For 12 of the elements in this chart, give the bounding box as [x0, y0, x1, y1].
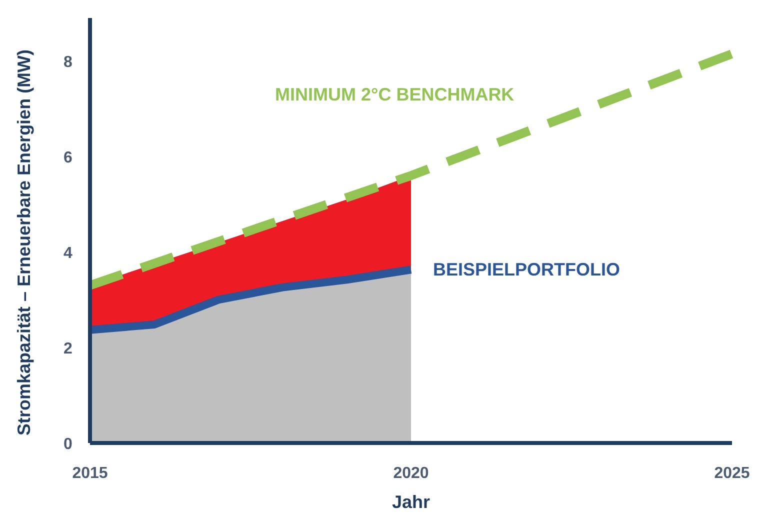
x-axis-title: Jahr	[392, 492, 430, 512]
x-tick-label: 2025	[714, 465, 750, 482]
y-tick-label: 4	[64, 244, 73, 262]
y-tick-label: 0	[64, 436, 73, 453]
y-tick-label: 8	[64, 54, 73, 71]
y-tick-label: 6	[64, 149, 73, 166]
y-tick-label: 2	[64, 340, 73, 358]
x-tick-label: 2015	[72, 465, 108, 482]
series-label: MINIMUM 2°C BENCHMARK	[275, 84, 514, 105]
x-tick-label: 2020	[393, 465, 429, 482]
series-label: BEISPIELPORTFOLIO	[433, 260, 620, 280]
y-axis-title: Stromkapazität – Erneuerbare Energien (MW)	[14, 49, 34, 436]
